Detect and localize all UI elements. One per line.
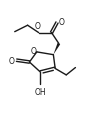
Polygon shape — [53, 44, 60, 55]
Text: OH: OH — [35, 87, 46, 96]
Text: O: O — [59, 18, 65, 27]
Text: O: O — [30, 46, 36, 55]
Text: O: O — [35, 22, 41, 31]
Text: O: O — [9, 56, 15, 65]
